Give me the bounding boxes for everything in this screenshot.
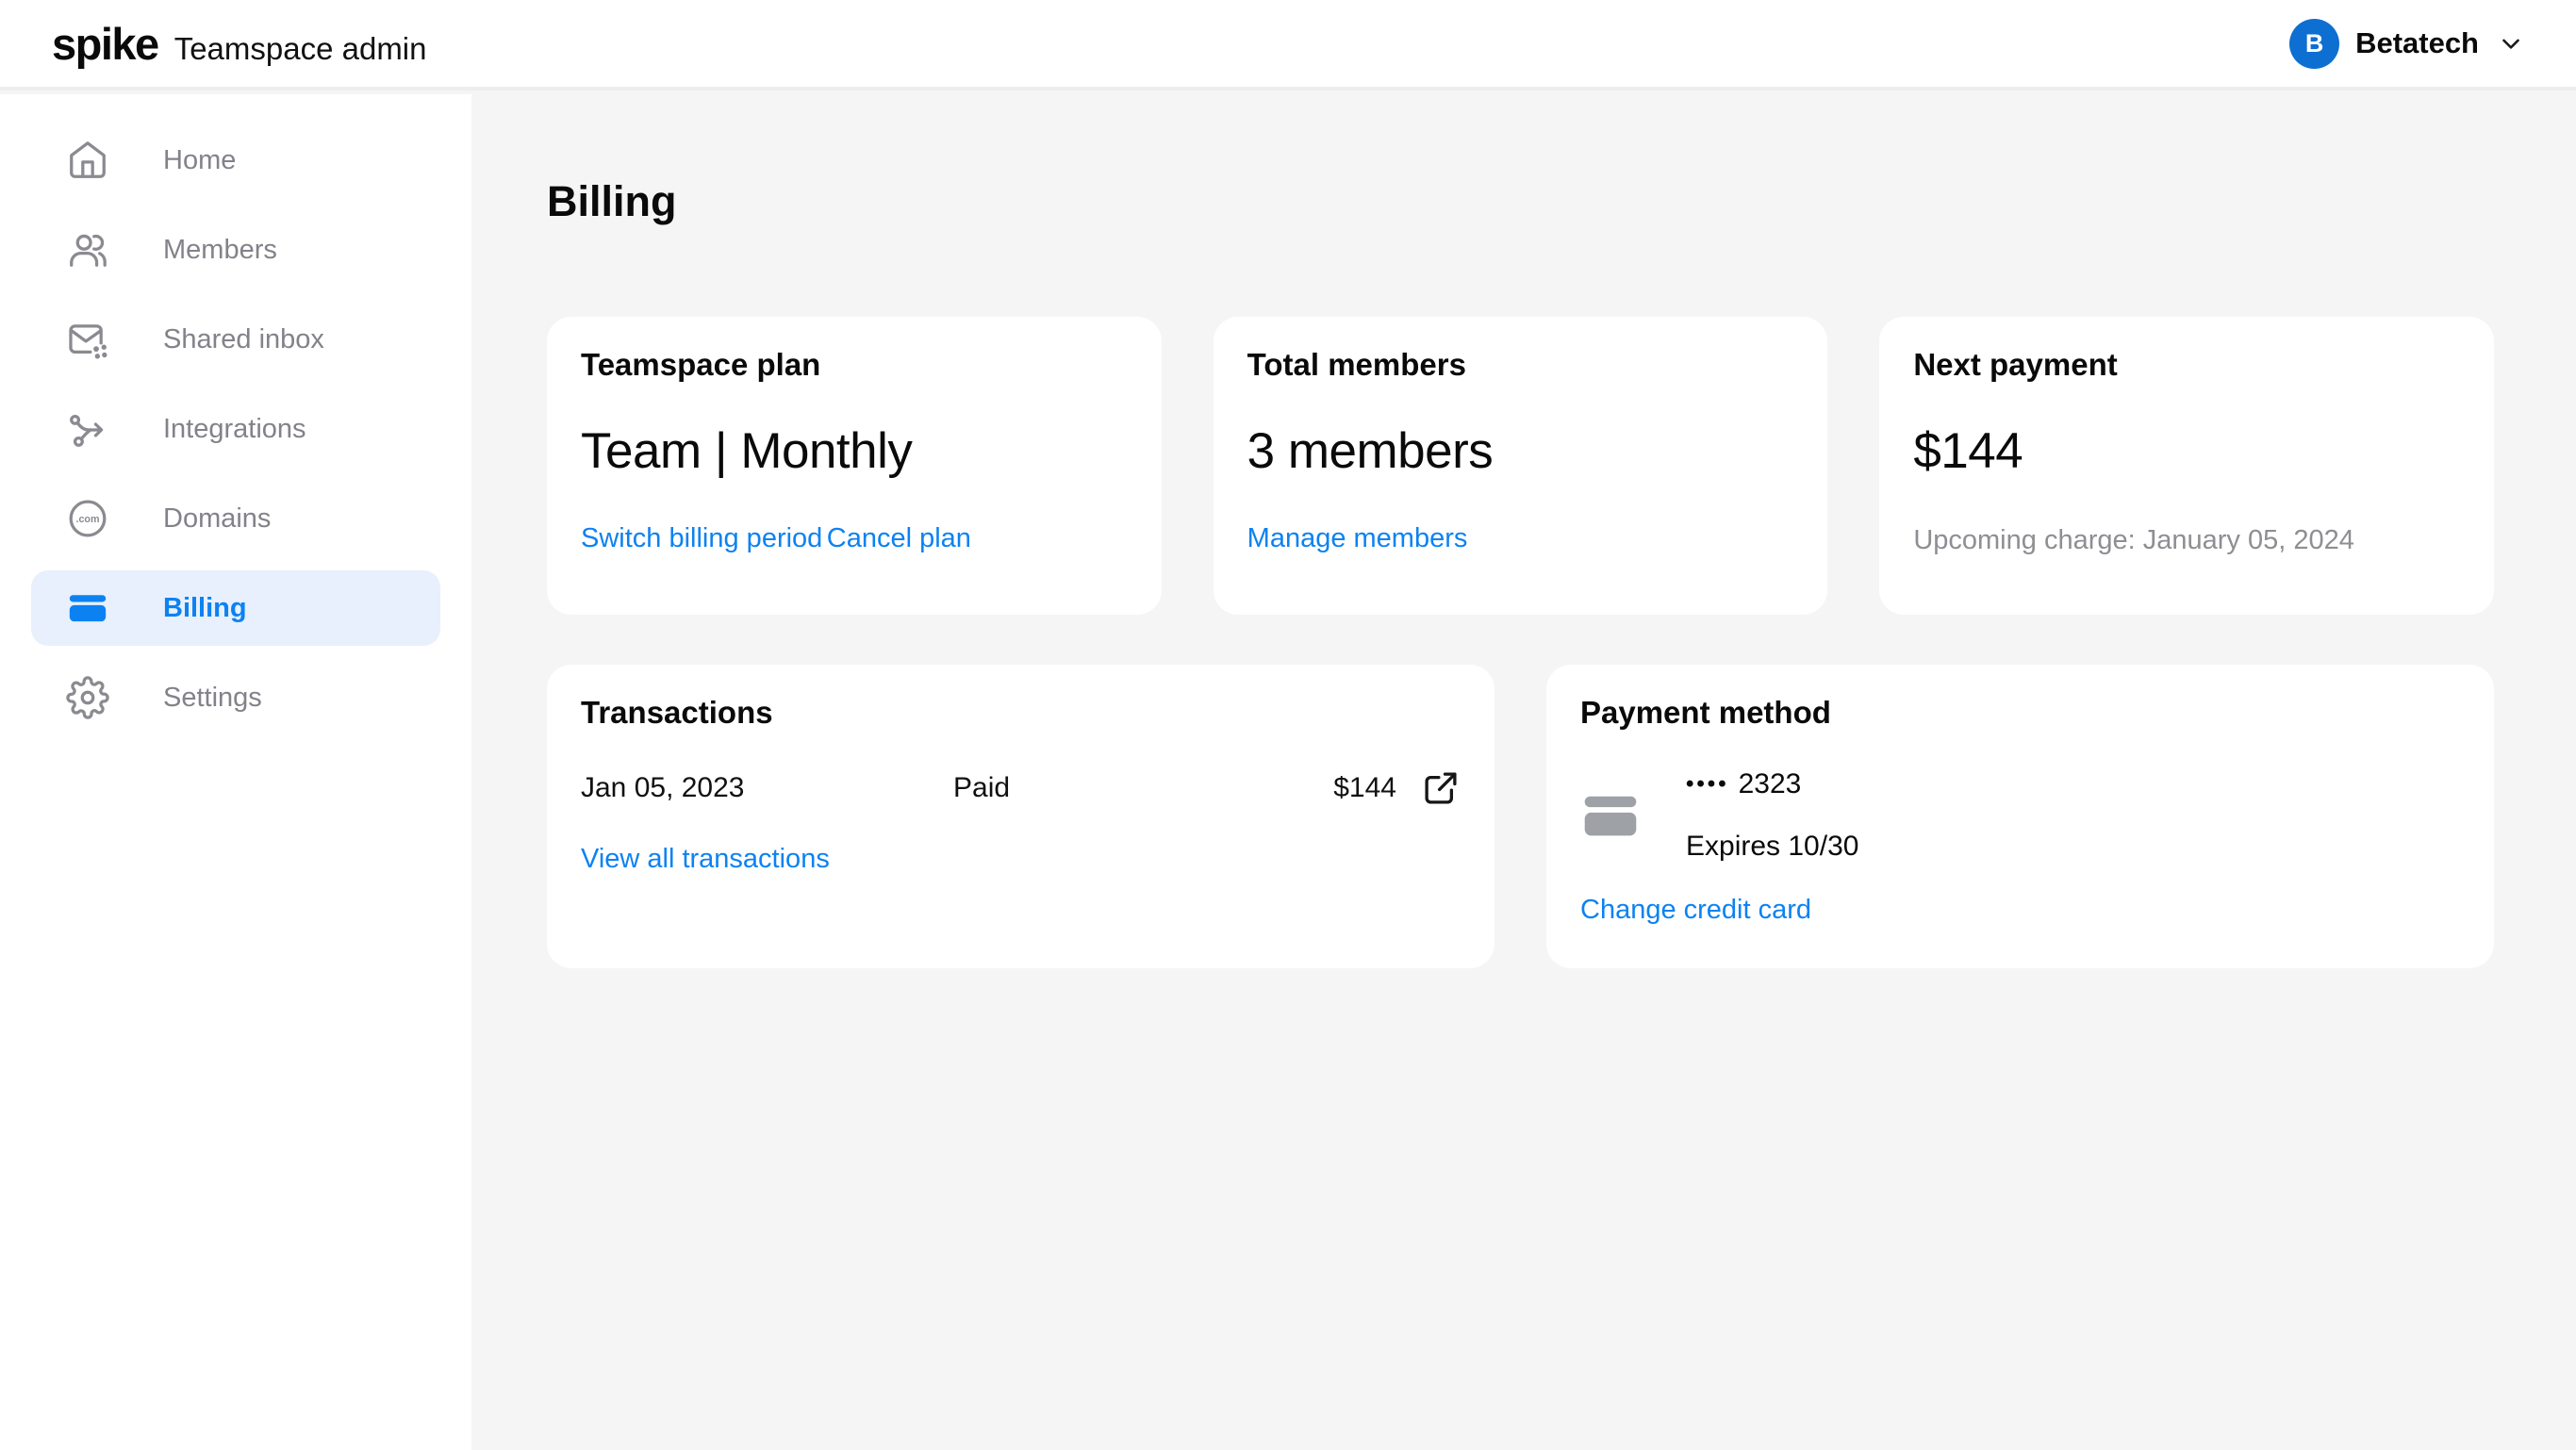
page-title: Billing (547, 177, 677, 225)
change-credit-card-link[interactable]: Change credit card (1580, 895, 1812, 925)
shared-inbox-icon (69, 324, 107, 359)
transaction-date: Jan 05, 2023 (581, 772, 745, 803)
plan-value: Team | Monthly (581, 423, 913, 479)
sidebar-item-settings[interactable]: Settings (31, 660, 440, 735)
avatar: B (2289, 18, 2340, 69)
sidebar-item-label: Shared inbox (163, 323, 324, 354)
transaction-status: Paid (953, 772, 1011, 803)
transactions-card: Transactions Jan 05, 2023 Paid $144 View… (547, 665, 1494, 968)
settings-icon (66, 676, 109, 719)
billing-icon (69, 595, 107, 622)
spike-logo[interactable]: spike (52, 18, 159, 69)
total-members-card: Total members 3 members Manage members (1213, 317, 1828, 615)
payment-method-row: •••• 2323 Expires 10/30 (1580, 768, 2460, 863)
card-title: Total members (1247, 347, 1466, 382)
card-title: Next payment (1913, 347, 2118, 382)
brand: spike Teamspace admin (52, 18, 427, 70)
sidebar-item-label: Home (163, 144, 237, 175)
sidebar-item-billing[interactable]: Billing (31, 570, 440, 646)
summary-cards-row: Teamspace plan Team | Monthly Switch bil… (547, 317, 2494, 615)
credit-card-icon (1584, 796, 1637, 836)
billing-page: Billing Teamspace plan Team | Monthly Sw… (471, 94, 2576, 1450)
view-all-transactions-link[interactable]: View all transactions (581, 844, 830, 874)
card-dots: •••• (1686, 771, 1729, 797)
external-link-icon[interactable] (1421, 768, 1461, 808)
sidebar-item-integrations[interactable]: Integrations (31, 391, 440, 467)
domains-icon: .com (69, 500, 107, 537)
card-last4: 2323 (1738, 768, 1802, 799)
app-title: Teamspace admin (173, 30, 427, 66)
manage-members-link[interactable]: Manage members (1247, 523, 1468, 553)
topbar: spike Teamspace admin B Betatech (0, 0, 2576, 91)
next-payment-note: Upcoming charge: January 05, 2024 (1913, 525, 2354, 555)
sidebar-item-label: Settings (163, 682, 262, 713)
svg-text:.com: .com (75, 514, 99, 525)
teamspace-plan-card: Teamspace plan Team | Monthly Switch bil… (547, 317, 1162, 615)
sidebar-item-label: Billing (163, 592, 247, 623)
sidebar-item-label: Domains (163, 503, 272, 534)
sidebar-item-label: Integrations (163, 413, 306, 444)
detail-cards-row: Transactions Jan 05, 2023 Paid $144 View… (547, 665, 2494, 968)
sidebar-item-domains[interactable]: .com Domains (31, 481, 440, 556)
card-expiry: Expires 10/30 (1686, 831, 1859, 862)
members-icon (70, 234, 107, 267)
card-title: Payment method (1580, 695, 1831, 730)
sidebar-item-members[interactable]: Members (31, 212, 440, 288)
integrations-icon (70, 414, 104, 447)
chevron-down-icon (2502, 39, 2519, 49)
card-details: •••• 2323 Expires 10/30 (1686, 768, 1858, 863)
card-number: •••• 2323 (1686, 768, 1858, 800)
cancel-plan-link[interactable]: Cancel plan (826, 523, 971, 553)
sidebar-item-shared-inbox[interactable]: Shared inbox (31, 302, 440, 377)
account-name: Betatech (2355, 26, 2479, 59)
card-title: Transactions (581, 695, 773, 730)
sidebar-item-label: Members (163, 234, 277, 265)
home-icon (70, 141, 106, 178)
account-menu[interactable]: B Betatech (2289, 18, 2525, 69)
payment-method-card: Payment method •••• 2323 Expires 10/30 Ch… (1546, 665, 2494, 968)
members-value: 3 members (1247, 423, 1494, 479)
next-payment-card: Next payment $144 Upcoming charge: Janua… (1879, 317, 2494, 615)
sidebar: Home Members Shared inbox (0, 94, 471, 1450)
switch-billing-period-link[interactable]: Switch billing period (581, 523, 823, 553)
transaction-amount: $144 (1333, 772, 1396, 803)
transaction-row: Jan 05, 2023 Paid $144 (581, 768, 1461, 808)
sidebar-item-home[interactable]: Home (31, 123, 440, 198)
card-title: Teamspace plan (581, 347, 821, 382)
next-payment-value: $144 (1913, 423, 2023, 479)
